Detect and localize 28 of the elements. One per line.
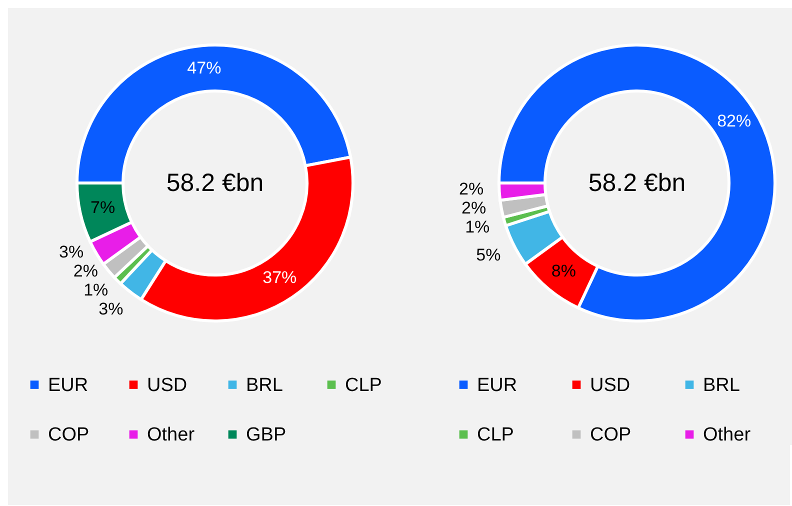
data-label: 2% [459,180,484,199]
data-label: 3% [98,299,124,318]
legend-label: Other [703,424,752,446]
data-label: 3% [58,242,84,262]
legend-label: USD [590,374,630,396]
data-label: 2% [462,198,486,218]
legend-label: BRL [246,374,283,396]
legend-label: BRL [703,374,740,396]
legend-label: COP [590,424,632,446]
data-label: 2% [73,261,98,280]
legend-label: Other [147,424,196,446]
data-label: 47% [187,58,222,78]
legend-label: EUR [477,374,518,396]
legend-label: CLP [345,374,382,396]
data-label: 8% [551,262,576,281]
legend-label: COP [48,424,90,446]
data-label: 37% [262,268,297,288]
data-label: 1% [84,280,108,300]
data-label: 7% [90,198,116,218]
legend-label: EUR [48,374,88,396]
data-label: 82% [717,111,752,130]
legend-label: USD [147,374,188,396]
text: 58.2 €bn [166,169,264,197]
legend-label: GBP [246,424,286,446]
legend-label: CLP [477,424,514,446]
data-label: 5% [476,246,501,265]
data-label: 1% [465,218,490,237]
text: 58.2 €bn [588,169,686,197]
